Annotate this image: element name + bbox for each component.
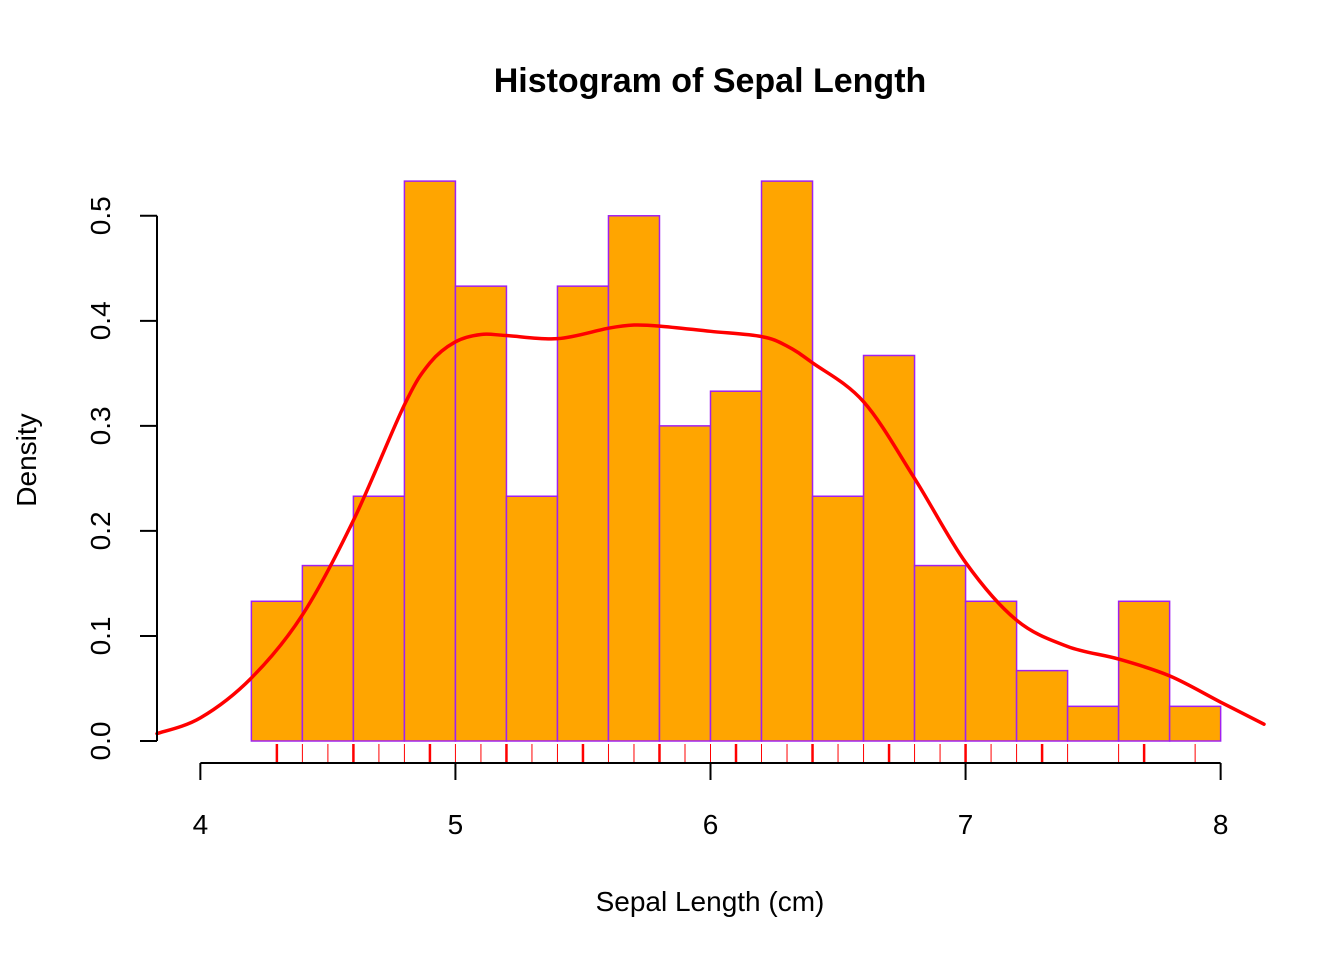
histogram-bar-12 xyxy=(862,354,916,742)
x-tick-label: 4 xyxy=(193,809,209,840)
x-tick-label: 7 xyxy=(958,809,974,840)
x-tick-label: 8 xyxy=(1213,809,1229,840)
y-tick-label: 0.3 xyxy=(85,406,116,445)
x-axis-label: Sepal Length (cm) xyxy=(596,886,825,917)
histogram-bar-2 xyxy=(352,495,406,742)
histogram-bars xyxy=(250,180,1222,742)
y-tick-label: 0.2 xyxy=(85,511,116,550)
y-tick-label: 0.1 xyxy=(85,616,116,655)
histogram-bar-13 xyxy=(913,564,967,742)
histogram-bar-11 xyxy=(811,495,865,742)
histogram-bar-5 xyxy=(505,495,559,742)
histogram-bar-3 xyxy=(403,180,457,742)
histogram-bar-7 xyxy=(607,215,661,742)
histogram-bar-10 xyxy=(760,180,814,742)
histogram-bar-15 xyxy=(1015,669,1069,742)
density-curve xyxy=(155,323,1266,736)
rug-marks xyxy=(275,744,1196,762)
x-axis: 4 5 6 7 8 xyxy=(193,762,1229,840)
histogram-bar-4 xyxy=(454,285,508,742)
y-axis-label: Density xyxy=(11,413,42,506)
density-curve-group xyxy=(155,323,1266,736)
histogram-bar-16 xyxy=(1066,705,1120,742)
y-tick-label: 0.0 xyxy=(85,722,116,761)
x-tick-label: 6 xyxy=(703,809,719,840)
chart-title: Histogram of Sepal Length xyxy=(494,62,927,100)
x-tick-label: 5 xyxy=(448,809,464,840)
histogram-bar-9 xyxy=(709,390,763,742)
histogram-bar-1 xyxy=(301,564,355,742)
histogram-bar-6 xyxy=(556,285,610,742)
y-tick-label: 0.5 xyxy=(85,196,116,235)
histogram-bar-14 xyxy=(964,600,1018,742)
y-tick-label: 0.4 xyxy=(85,301,116,340)
histogram-bar-18 xyxy=(1168,705,1222,742)
y-axis: 0.0 0.1 0.2 0.3 0.4 0.5 xyxy=(85,196,158,761)
histogram-bar-8 xyxy=(658,425,712,742)
